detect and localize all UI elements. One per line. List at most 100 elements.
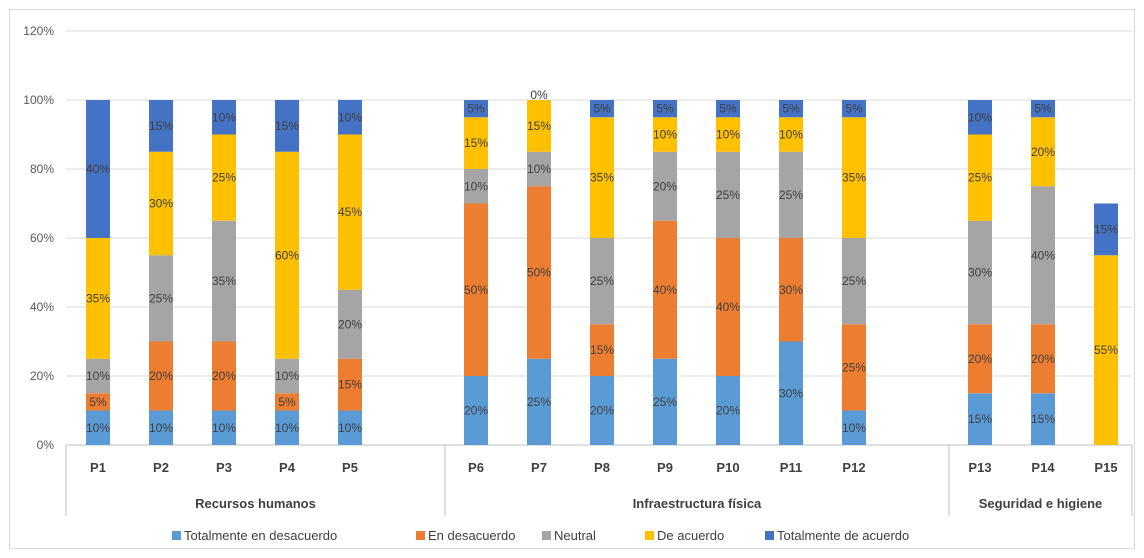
data-label: 5% [656,102,674,116]
bar-segment [86,100,110,238]
bar-segment [779,341,803,445]
bar-segment [464,376,488,445]
data-label: 10% [86,421,110,435]
group-label: Seguridad e higiene [979,496,1103,511]
bar-segment [149,255,173,342]
data-label: 20% [653,179,677,193]
data-label: 5% [467,102,485,116]
bar-segment [464,100,488,118]
bar-segment [842,238,866,325]
bar-segment [86,238,110,359]
bar-segment [968,134,992,221]
bar-segment [275,393,299,411]
data-label: 5% [89,395,107,409]
x-tick-label: P4 [279,460,296,475]
data-label: 40% [1031,248,1055,262]
x-tick-label: P6 [468,460,484,475]
bar-segment [590,238,614,325]
bar-segment [338,289,362,359]
data-label: 25% [653,395,677,409]
bar-segment [590,117,614,238]
data-label: 25% [527,395,551,409]
y-tick-label: 100% [23,93,54,107]
data-label: 30% [779,386,803,400]
data-label: 20% [1031,352,1055,366]
bar-segment [212,134,236,221]
y-tick-label: 80% [30,162,54,176]
bar-segment [338,358,362,411]
data-label: 5% [1034,102,1052,116]
data-label: 20% [590,404,614,418]
data-label: 15% [527,119,551,133]
bar-segment [653,100,677,118]
bar-segment [716,100,740,118]
bar-segment [590,100,614,118]
group-label: Infraestructura física [633,496,762,511]
bar-segment [86,410,110,445]
bar-segment [1094,203,1118,256]
bar-segment [968,324,992,394]
bar-segment [779,151,803,238]
bar-segment [275,410,299,445]
data-label: 50% [464,283,488,297]
data-label: 40% [716,300,740,314]
data-label: 10% [338,421,362,435]
bar-segment [1031,324,1055,394]
data-label: 5% [719,102,737,116]
y-tick-label: 0% [37,438,55,452]
x-tick-label: P12 [842,460,865,475]
legend-swatch [542,531,551,540]
data-label: 25% [779,188,803,202]
data-label: 35% [212,274,236,288]
group-label: Recursos humanos [195,496,316,511]
data-label: 20% [968,352,992,366]
bar-segment [779,100,803,118]
x-tick-label: P1 [90,460,106,475]
bar-segment [212,410,236,445]
data-label: 25% [842,360,866,374]
bar-segment [716,151,740,238]
data-label: 25% [842,274,866,288]
bar-segment [149,100,173,152]
data-label: 10% [212,110,236,124]
data-label: 10% [338,110,362,124]
x-tick-label: P13 [968,460,991,475]
legend-swatch [172,531,181,540]
bar-segment [1031,186,1055,325]
data-label: 50% [527,266,551,280]
data-label: 15% [1094,222,1118,236]
legend-entry: De acuerdo [657,528,724,543]
data-label: 10% [275,421,299,435]
legend-entry: Neutral [554,528,596,543]
legend-swatch [416,531,425,540]
x-tick-label: P5 [342,460,358,475]
bar-segment [716,376,740,445]
bar-segment [149,410,173,445]
data-label: 30% [779,283,803,297]
data-label: 20% [464,404,488,418]
bar-segment [842,100,866,118]
x-tick-label: P3 [216,460,232,475]
bar-segment [590,324,614,376]
bar-segment [464,203,488,376]
bar-segment [338,410,362,445]
data-label: 30% [149,197,173,211]
legend-swatch [765,531,774,540]
bar-segment [527,100,551,152]
bar-segment [779,117,803,152]
data-label: 40% [653,283,677,297]
x-tick-label: P11 [780,460,802,475]
y-tick-label: 60% [30,231,54,245]
bar-segment [275,151,299,359]
x-tick-label: P10 [716,460,739,475]
bar-segment [338,134,362,290]
bar-segment [653,358,677,445]
bar-segment [212,220,236,342]
data-label: 10% [779,128,803,142]
legend-entry: Totalmente en desacuerdo [184,528,337,543]
data-label: 55% [1094,343,1118,357]
bar-segment [1031,117,1055,187]
bar-segment [275,100,299,152]
data-label: 15% [464,136,488,150]
data-label: 25% [212,171,236,185]
